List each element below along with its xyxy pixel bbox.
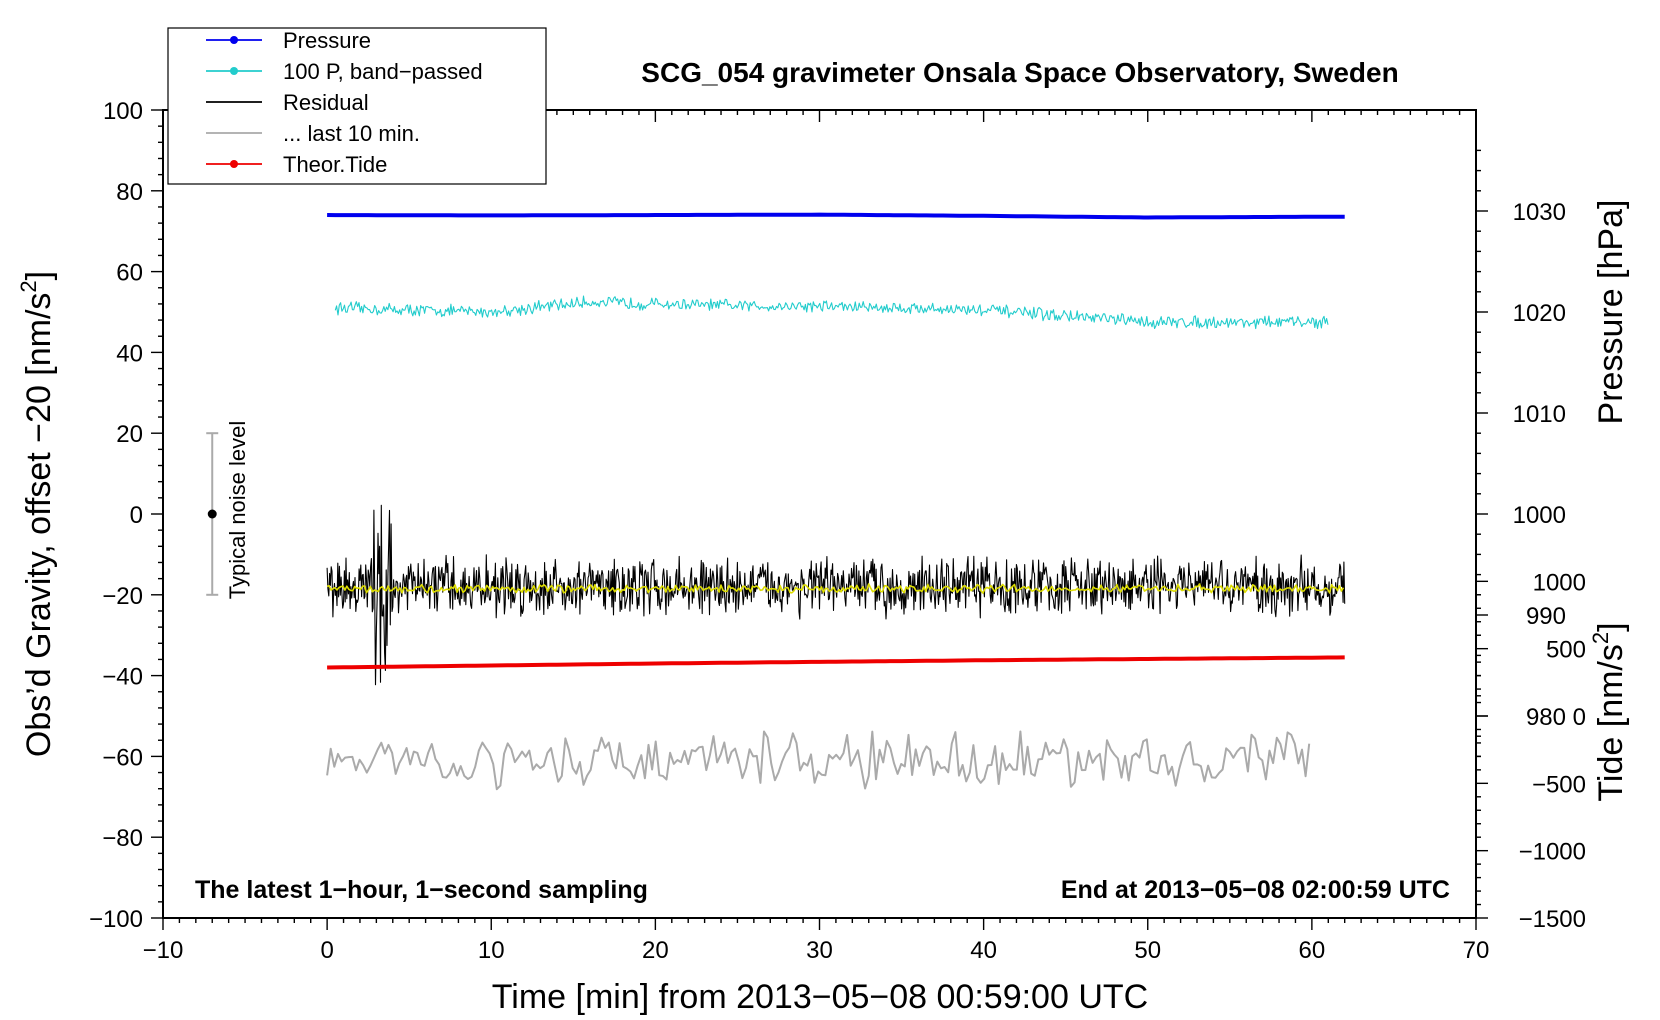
y-left-tick-label: 40	[116, 340, 143, 367]
pressure-tick-label: 1000	[1513, 502, 1566, 529]
tide-title-main: Tide [nm/s	[1592, 644, 1630, 801]
series-line-1	[334, 295, 1329, 330]
x-tick-label: 50	[1134, 937, 1161, 964]
tide-axis-title: Tide [nm/s2]	[1588, 622, 1630, 801]
x-tick-label: 40	[970, 937, 997, 964]
y-left-title-main: Obs’d Gravity, offset −20 [nm/s	[20, 293, 58, 758]
noise-label: Typical noise level	[225, 421, 250, 600]
legend-box	[167, 27, 547, 185]
y-left-tick-label: 60	[116, 260, 143, 287]
tide-tick-label: −1500	[1519, 906, 1586, 933]
x-tick-label: 0	[320, 937, 333, 964]
legend-marker-1	[230, 67, 238, 75]
tide-title-close: ]	[1592, 622, 1630, 631]
noise-bar-center	[207, 509, 217, 519]
y-left-axis-ticks: −100 −80 −60 −40 −20 0 20 40 60 80 100	[89, 98, 163, 933]
x-tick-label: 30	[806, 937, 833, 964]
y-left-tick-label: −80	[102, 825, 143, 852]
series-line-4	[326, 730, 1311, 791]
legend-marker-0	[230, 36, 238, 44]
tide-tick-label: −1000	[1519, 839, 1586, 866]
legend-marker-4	[230, 160, 238, 168]
tide-title-sup: 2	[1588, 632, 1613, 644]
y-left-title-close: ]	[20, 271, 58, 280]
tide-tick-label: 0	[1573, 704, 1586, 731]
y-left-tick-label: 100	[103, 98, 143, 125]
series-line-0	[327, 212, 1345, 220]
series-layer	[326, 212, 1346, 791]
series-line-3	[326, 583, 1345, 594]
pressure-tick-label: 1020	[1513, 300, 1566, 327]
legend-label-4: Theor.Tide	[283, 152, 387, 177]
pressure-tick-label: 1030	[1513, 199, 1566, 226]
legend-label-1: 100 P, band−passed	[283, 59, 483, 84]
x-axis-title: Time [min] from 2013−05−08 00:59:00 UTC	[492, 978, 1148, 1016]
pressure-axis-title: Pressure [hPa]	[1592, 200, 1630, 425]
x-tick-label: 10	[478, 937, 505, 964]
x-tick-label: 20	[642, 937, 669, 964]
series-line-2	[326, 504, 1346, 686]
pressure-tick-label: 980	[1526, 704, 1566, 731]
tide-tick-label: 500	[1546, 637, 1586, 664]
y-left-axis-title: Obs’d Gravity, offset −20 [nm/s2]	[16, 271, 58, 757]
plot-frame	[162, 109, 1477, 919]
x-tick-label: −10	[143, 937, 184, 964]
x-tick-label: 60	[1299, 937, 1326, 964]
y-left-tick-label: 20	[116, 421, 143, 448]
y-left-tick-label: 0	[130, 502, 143, 529]
y-left-tick-label: −40	[102, 664, 143, 691]
tide-tick-label: −500	[1532, 771, 1586, 798]
y-left-title-sup: 2	[16, 280, 41, 292]
y-left-tick-label: −20	[102, 583, 143, 610]
legend: Pressure 100 P, band−passed Residual ... la…	[167, 27, 547, 185]
legend-label-3: ... last 10 min.	[283, 121, 420, 146]
y-left-tick-label: 80	[116, 179, 143, 206]
x-axis-ticks: −10 0 10 20 30 40 50 60 70	[143, 110, 1490, 964]
legend-label-2: Residual	[283, 90, 369, 115]
y-left-tick-label: −60	[102, 744, 143, 771]
series-line-5	[327, 655, 1345, 670]
x-tick-label: 70	[1463, 937, 1490, 964]
annotation-end-time: End at 2013−05−08 02:00:59 UTC	[1061, 876, 1450, 904]
tide-axis-ticks: −1500 −1000 −500 0 500 1000	[1476, 569, 1586, 933]
pressure-tick-label: 1010	[1513, 401, 1566, 428]
tide-tick-label: 1000	[1533, 569, 1586, 596]
pressure-axis-ticks: 980 990 1000 1010 1020 1030	[1476, 149, 1566, 758]
chart-title: SCG_054 gravimeter Onsala Space Observat…	[641, 57, 1398, 88]
legend-label-0: Pressure	[283, 28, 371, 53]
noise-bar	[206, 432, 219, 596]
pressure-tick-label: 990	[1526, 603, 1566, 630]
y-left-tick-label: −100	[89, 906, 143, 933]
annotation-sampling: The latest 1−hour, 1−second sampling	[195, 876, 648, 904]
